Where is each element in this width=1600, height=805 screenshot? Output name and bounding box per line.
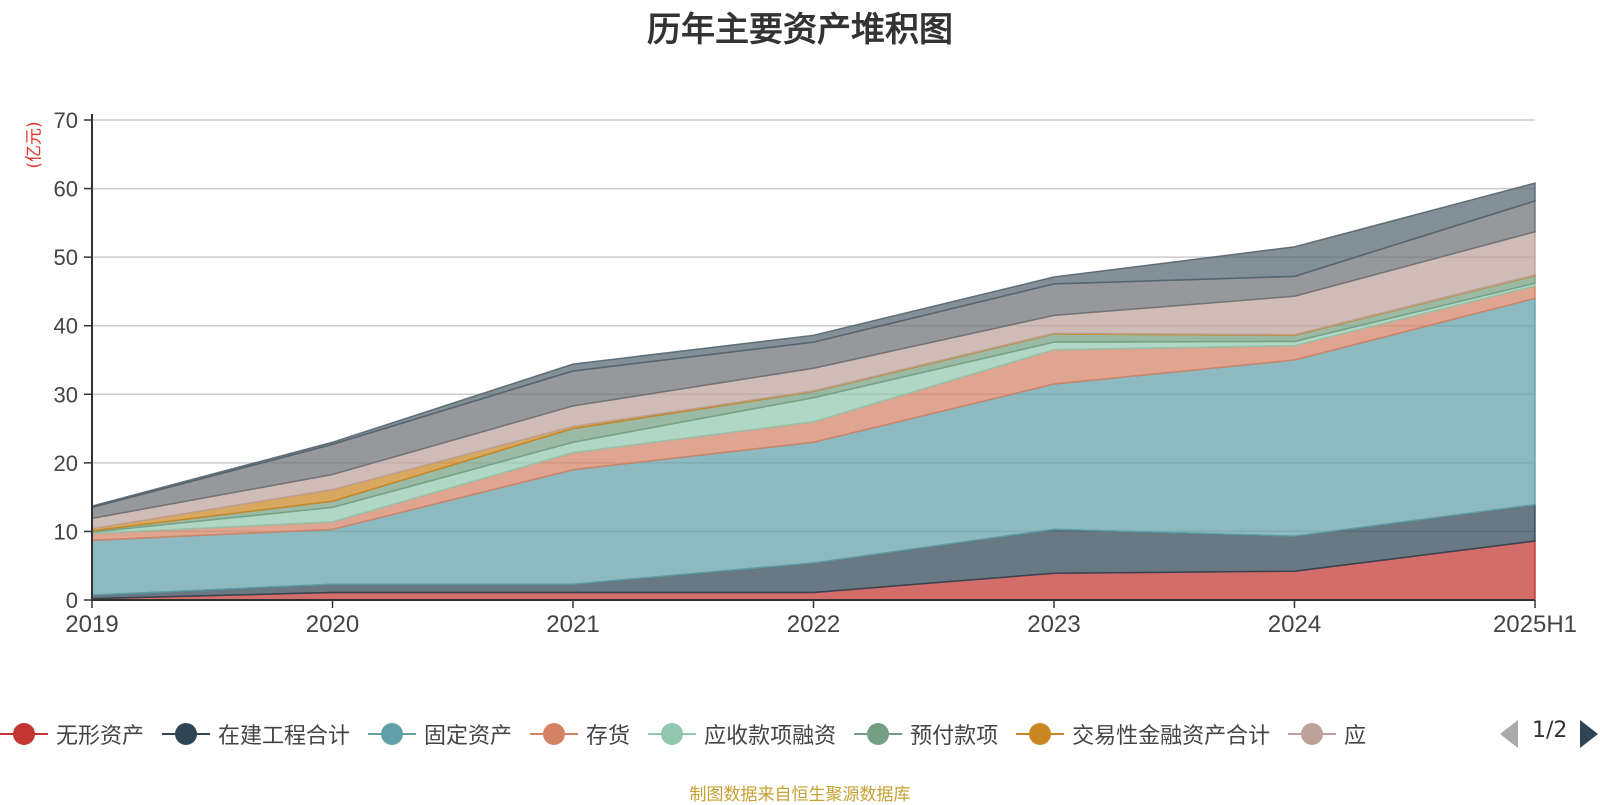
legend-item[interactable]: 无形资产 bbox=[0, 714, 144, 754]
legend-label: 应 bbox=[1344, 724, 1367, 749]
area-series-9[interactable] bbox=[91, 182, 1536, 509]
legend-label: 在建工程合计 bbox=[218, 724, 351, 749]
legend-item[interactable]: 应 bbox=[1288, 714, 1366, 754]
legend-label: 交易性金融资产合计 bbox=[1072, 724, 1271, 749]
stacked-area-chart: 0 10 20 30 40 50 60 70 2019 2020 2021 2022 2023 2024 2… bbox=[54, 108, 1578, 638]
legend-item[interactable]: 交易性金融资产合计 bbox=[1016, 714, 1270, 754]
area-series-layer bbox=[91, 182, 1536, 601]
legend-marker-icon bbox=[530, 722, 579, 746]
legend-item[interactable]: 固定资产 bbox=[368, 714, 512, 754]
y-tick-label: 30 bbox=[54, 382, 78, 407]
y-tick-label: 0 bbox=[66, 588, 78, 613]
legend-label: 固定资产 bbox=[424, 724, 513, 749]
y-tick-label: 70 bbox=[54, 108, 78, 133]
x-tick-label: 2023 bbox=[1027, 611, 1080, 638]
legend-pager: 1/2 bbox=[1500, 716, 1600, 752]
legend: 无形资产 在建工程合计 固定资产 存货 应收款项融资 预付款项 交易性金融资产合计 应 bbox=[0, 714, 1480, 754]
legend-marker-icon bbox=[854, 722, 903, 746]
legend-item[interactable]: 在建工程合计 bbox=[162, 714, 350, 754]
legend-next-page-icon[interactable] bbox=[1580, 720, 1598, 748]
legend-label: 应收款项融资 bbox=[704, 724, 837, 749]
y-tick-label: 20 bbox=[54, 451, 78, 476]
legend-marker-icon bbox=[648, 722, 697, 746]
legend-label: 预付款项 bbox=[910, 724, 999, 749]
x-tick-label: 2022 bbox=[787, 611, 840, 638]
y-tick-label: 60 bbox=[54, 177, 78, 202]
x-tick-label: 2025H1 bbox=[1493, 611, 1577, 638]
legend-prev-page-icon[interactable] bbox=[1500, 720, 1518, 748]
y-tick-label: 10 bbox=[54, 519, 78, 544]
data-source-note: 制图数据来自恒生聚源数据库 bbox=[689, 785, 911, 805]
x-tick-label: 2020 bbox=[306, 611, 359, 638]
x-tick-label: 2019 bbox=[65, 611, 118, 638]
y-tick-label: 40 bbox=[54, 314, 78, 339]
legend-item[interactable]: 预付款项 bbox=[854, 714, 998, 754]
legend-marker-icon bbox=[1288, 722, 1337, 746]
legend-marker-icon bbox=[162, 722, 211, 746]
legend-page-indicator: 1/2 bbox=[1532, 718, 1568, 743]
chart-title: 历年主要资产堆积图 bbox=[647, 10, 953, 50]
x-tick-label: 2024 bbox=[1268, 611, 1321, 638]
legend-item[interactable]: 应收款项融资 bbox=[648, 714, 836, 754]
y-tick-label: 50 bbox=[54, 245, 78, 270]
legend-marker-icon bbox=[1016, 722, 1065, 746]
legend-marker-icon bbox=[368, 722, 417, 746]
legend-label: 存货 bbox=[586, 724, 631, 749]
x-tick-label: 2021 bbox=[546, 611, 599, 638]
legend-label: 无形资产 bbox=[56, 724, 145, 749]
legend-marker-icon bbox=[0, 722, 48, 746]
axes: 0 10 20 30 40 50 60 70 2019 2020 2021 2022 2023 2024 2… bbox=[54, 108, 1578, 638]
legend-item[interactable]: 存货 bbox=[530, 714, 630, 754]
